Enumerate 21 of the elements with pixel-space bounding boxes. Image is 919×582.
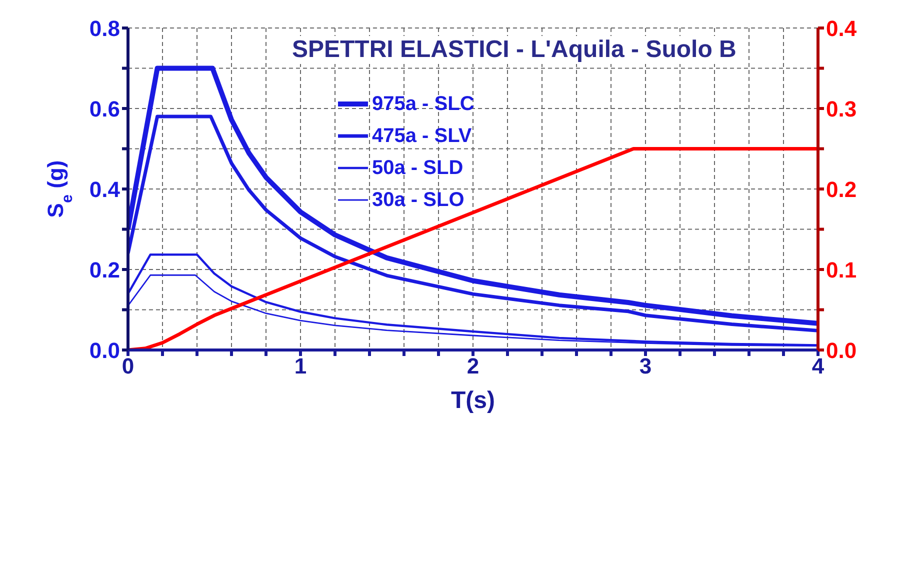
chart-title: SPETTRI ELASTICI - L'Aquila - Suolo B xyxy=(288,36,740,64)
legend-label: 975a - SLC xyxy=(372,92,474,116)
y2-tick-label: 0.4 xyxy=(826,16,858,41)
legend-label: 30a - SLO xyxy=(372,188,464,212)
y-tick-label: 0.6 xyxy=(89,96,120,122)
x-tick-label: 4 xyxy=(812,354,825,379)
y2-tick-label: 0.2 xyxy=(826,176,857,202)
x-tick-label: 2 xyxy=(466,354,480,379)
y-tick-label: 0.4 xyxy=(89,176,121,202)
y2-tick-label: 0.3 xyxy=(826,96,857,122)
x-axis-title: T(s) xyxy=(451,387,495,414)
x-tick-label: 0 xyxy=(122,354,134,379)
x-tick-label: 3 xyxy=(639,354,652,379)
y2-tick-label: 0.0 xyxy=(826,338,857,363)
y-tick-label: 0.8 xyxy=(89,16,120,41)
legend-label: 475a - SLV xyxy=(372,124,472,148)
y-tick-label: 0.2 xyxy=(89,257,120,282)
y2-tick-label: 0.1 xyxy=(826,257,857,282)
y-tick-label: 0.0 xyxy=(89,338,120,363)
x-tick-label: 1 xyxy=(294,354,307,379)
legend-label: 50a - SLD xyxy=(372,156,464,180)
